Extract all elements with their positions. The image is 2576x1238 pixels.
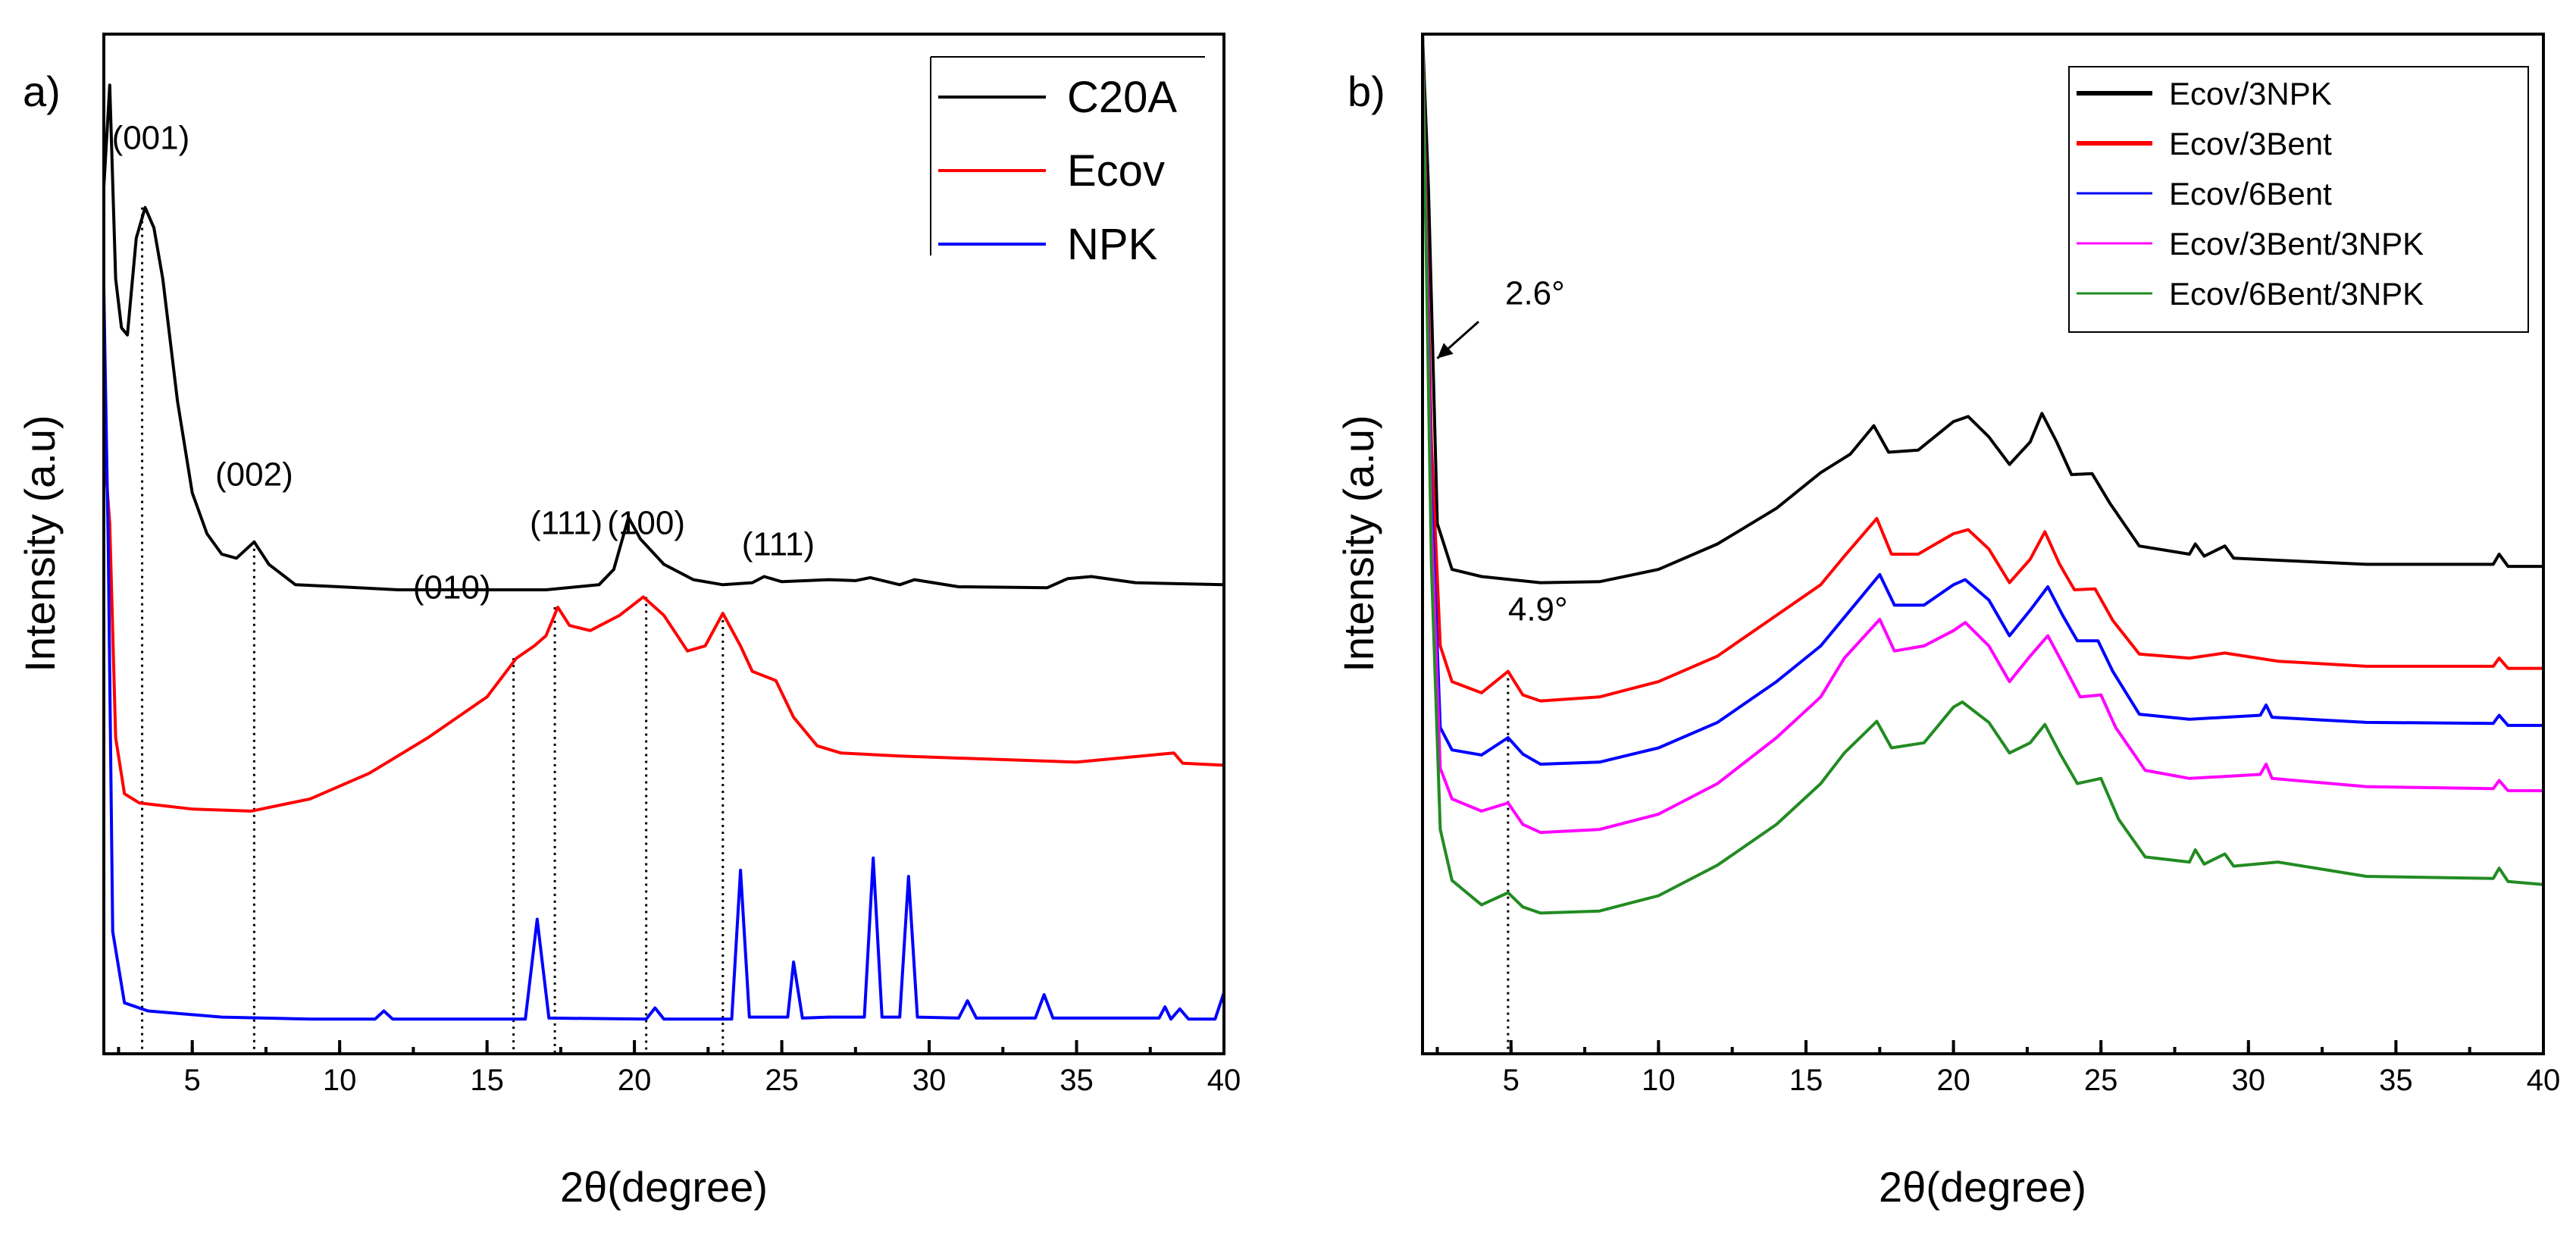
- panel-a-series-c20a: [104, 83, 1224, 591]
- panel-a-series-ecov: [104, 441, 1224, 813]
- panel-a-xtick-label-10: 10: [323, 1064, 357, 1097]
- panel-a-annotation-2: (010): [413, 569, 491, 606]
- panel-b-annotation-1: 4.9°: [1508, 591, 1568, 628]
- panel-b: 5 10 15 20 25 30 35 40 b) 2θ(degree) Intensity …: [1335, 33, 2561, 1211]
- panel-a-xticks: 5 10 15 20 25 30 35 40: [117, 1040, 1241, 1097]
- panel-a-label: a): [23, 67, 61, 115]
- panel-a-annotation-4: (100): [607, 504, 685, 541]
- panel-b-annotations: 2.6° 4.9°: [1436, 274, 1568, 628]
- panel-a-xtick-label-20: 20: [618, 1064, 652, 1097]
- panel-b-arrow-head: [1437, 343, 1454, 359]
- panel-b-legend-label-ecov-3bent: Ecov/3Bent: [2169, 126, 2332, 161]
- panel-b-annotation-0: 2.6°: [1505, 274, 1565, 312]
- panel-a-xtick-label-35: 35: [1060, 1064, 1094, 1097]
- panel-a-legend-label-npk: NPK: [1067, 220, 1158, 269]
- panel-b-ylabel: Intensity (a.u): [1335, 415, 1382, 672]
- panel-a-legend: C20A Ecov NPK: [930, 56, 1205, 269]
- panel-a-xtick-label-5: 5: [184, 1064, 201, 1097]
- panel-b-xticks: 5 10 15 20 25 30 35 40: [1435, 1040, 2561, 1097]
- panel-b-series: [1423, 34, 2543, 915]
- panel-a: 5 10 15 20 25 30 35 40 a) 2θ(degree) Intensity …: [16, 33, 1241, 1211]
- panel-a-annotation-0: (001): [112, 119, 190, 156]
- panel-b-xtick-label-25: 25: [2084, 1064, 2118, 1097]
- panel-b-series-ecov-6bent-3npk: [1423, 34, 2543, 915]
- panel-b-xtick-label-40: 40: [2527, 1064, 2561, 1097]
- panel-b-series-ecov-6bent: [1423, 34, 2543, 766]
- panel-b-legend-label-ecov-6bent: Ecov/6Bent: [2169, 176, 2332, 212]
- panel-a-series: [104, 83, 1224, 1021]
- panel-a-xtick-label-40: 40: [1207, 1064, 1241, 1097]
- panel-a-annotation-5: (111): [742, 526, 815, 563]
- panel-a-xtick-label-30: 30: [912, 1064, 947, 1097]
- panel-a-annotation-1: (002): [215, 456, 293, 493]
- panel-a-annotation-3: (111): [530, 504, 603, 541]
- panel-a-vlines: [141, 207, 725, 1054]
- panel-b-xtick-label-30: 30: [2232, 1064, 2266, 1097]
- panel-b-legend-label-ecov-3bent-3npk: Ecov/3Bent/3NPK: [2169, 226, 2424, 262]
- panel-b-legend-label-ecov-6bent-3npk: Ecov/6Bent/3NPK: [2169, 276, 2424, 312]
- panel-a-xlabel: 2θ(degree): [560, 1163, 768, 1211]
- panel-a-legend-label-ecov: Ecov: [1067, 146, 1165, 196]
- panel-b-xtick-label-15: 15: [1789, 1064, 1823, 1097]
- panel-b-series-ecov-3npk: [1423, 34, 2543, 585]
- panel-a-xtick-label-15: 15: [470, 1064, 504, 1097]
- panel-b-legend: Ecov/3NPK Ecov/3Bent Ecov/6Bent Ecov/3Bent/…: [2068, 66, 2529, 333]
- panel-a-xtick-label-25: 25: [765, 1064, 799, 1097]
- panel-a-legend-label-c20a: C20A: [1067, 73, 1177, 122]
- panel-b-legend-label-ecov-3npk: Ecov/3NPK: [2169, 76, 2332, 111]
- panel-a-ylabel: Intensity (a.u): [16, 415, 64, 672]
- panel-b-series-ecov-3bent: [1423, 34, 2543, 703]
- panel-b-xtick-label-35: 35: [2379, 1064, 2413, 1097]
- panel-b-xtick-label-5: 5: [1503, 1064, 1520, 1097]
- panel-b-xtick-label-20: 20: [1936, 1064, 1970, 1097]
- panel-a-series-npk: [104, 289, 1224, 1021]
- panel-a-annotations: (001)(002)(010)(111) (100)(111): [112, 119, 815, 606]
- panel-b-xlabel: 2θ(degree): [1879, 1163, 2086, 1211]
- panel-b-xtick-label-10: 10: [1642, 1064, 1676, 1097]
- panel-a-frame: [102, 33, 1225, 1055]
- panel-b-frame: [1421, 33, 2545, 1055]
- panel-b-label: b): [1347, 67, 1385, 115]
- panel-b-series-ecov-3bent-3npk: [1423, 34, 2543, 835]
